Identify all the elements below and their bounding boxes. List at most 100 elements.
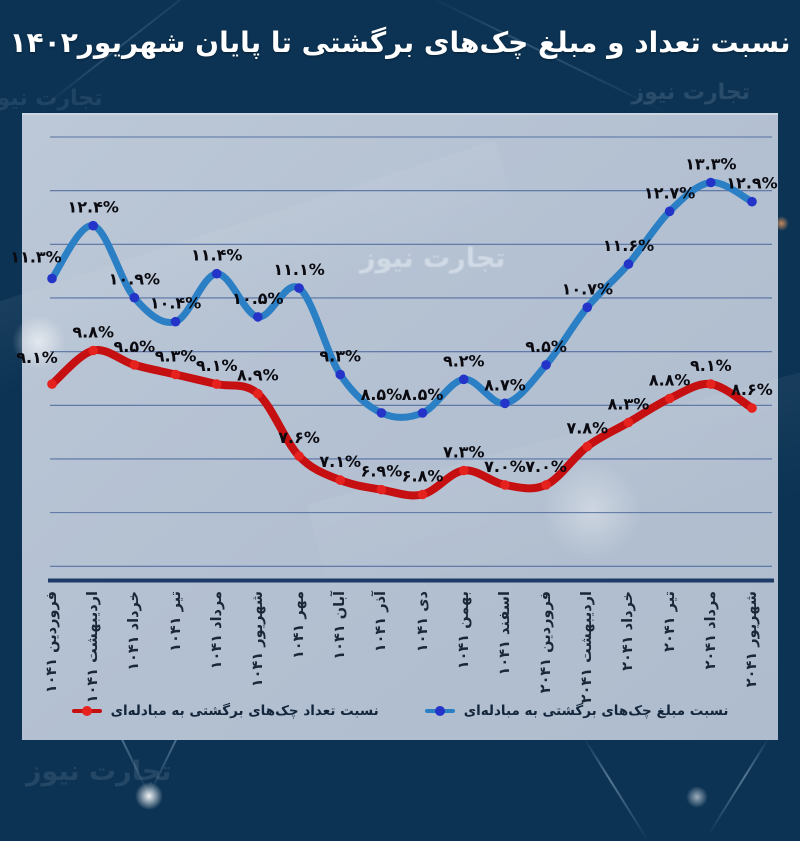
count-data-label: ۹.۸% (72, 323, 114, 342)
amount-data-label: ۱۰.۹% (109, 270, 160, 289)
count-data-label: ۸.۳% (608, 395, 650, 414)
amount-data-point (582, 302, 593, 313)
count-data-label: ۷.۰% (484, 457, 526, 476)
line-chart: ۱۱.۳%۱۲.۴%۱۰.۹%۱۰.۴%۱۱.۴%۱۰.۵%۱۱.۱%۹.۳%۸… (10, 136, 778, 583)
count-data-label: ۶.۸% (402, 467, 444, 486)
count-data-point (664, 393, 675, 404)
chart-panel: تجارت نیوز ۱۱.۳% ۱۲.۴% ۱۰.۹% ۱۰.۴% ۱۱.۴% ۱۰.۵… (0, 113, 800, 740)
count-data-label: ۸.۶% (731, 380, 773, 399)
count-data-point (541, 480, 551, 490)
count-data-point (500, 480, 510, 490)
count-data-point (170, 369, 181, 380)
count-data-label: ۸.۹% (237, 366, 279, 385)
amount-data-point (541, 360, 551, 370)
x-axis-label: دی ۱۴۰۱ (414, 591, 431, 653)
x-axis-label: اردیبهشت ۱۴۰۱ (85, 591, 102, 704)
amount-data-point (253, 312, 263, 322)
amount-data-point (170, 316, 181, 327)
network-node-glow (135, 782, 163, 810)
x-axis-label: فروردین ۱۴۰۲ (538, 591, 555, 694)
x-axis-label: شهریور ۱۴۰۱ (249, 591, 266, 688)
amount-data-point (664, 206, 675, 217)
legend: نسبت تعداد چک‌های برگشتی به مبادله‌ای نس… (22, 703, 778, 719)
amount-data-label: ۱۳.۳% (685, 155, 736, 174)
amount-data-label: ۱۱.۳% (10, 248, 61, 267)
count-data-point (458, 465, 469, 476)
count-series-legend-dot (81, 706, 92, 716)
amount-data-point (211, 268, 222, 279)
count-data-point (417, 489, 428, 500)
x-axis-label: مهر ۱۴۰۱ (291, 591, 308, 660)
amount-data-label: ۱۱.۶% (603, 236, 654, 255)
amount-series-legend-dot (434, 706, 445, 716)
watermark: تجارت نیوز (631, 80, 750, 105)
count-data-label: ۷.۳% (443, 443, 485, 462)
count-data-label: ۷.۶% (278, 428, 320, 447)
count-data-label: ۹.۵% (114, 337, 156, 356)
count-data-label: ۶.۹% (361, 462, 403, 481)
count-data-point (129, 360, 140, 370)
amount-data-point (376, 408, 387, 418)
amount-data-point (47, 273, 57, 284)
amount-data-point (747, 196, 757, 207)
background-network-line (707, 736, 770, 836)
x-axis-label: خرداد ۱۴۰۱ (126, 591, 143, 671)
network-node-glow (686, 786, 708, 808)
amount-data-label: ۱۰.۷% (562, 279, 613, 298)
amount-data-label: ۱۲.۴% (67, 198, 118, 217)
count-series-legend-marker (71, 706, 102, 716)
x-axis-label: تیر ۱۴۰۲ (661, 591, 678, 652)
amount-data-label: ۹.۵% (525, 337, 567, 356)
x-axis-label: اردیبهشت ۱۴۰۲ (579, 591, 596, 704)
watermark: تجارت نیوز (26, 756, 172, 787)
count-data-label: ۹.۱% (16, 348, 58, 367)
count-data-point (88, 345, 98, 356)
amount-data-label: ۱۰.۴% (150, 294, 201, 313)
amount-data-point (706, 177, 716, 188)
count-data-point (376, 484, 387, 495)
x-axis-label: مرداد ۱۴۰۲ (702, 591, 719, 670)
x-axis-label: تیر ۱۴۰۱ (167, 591, 184, 652)
amount-data-point (335, 369, 346, 380)
count-data-label: ۷.۱% (319, 452, 361, 471)
background-network-line (583, 738, 649, 841)
amount-data-label: ۱۲.۷% (644, 183, 695, 202)
count-data-label: ۹.۳% (155, 347, 197, 366)
count-data-point (706, 379, 716, 389)
count-data-label: ۹.۱% (690, 356, 732, 375)
amount-data-point (500, 398, 510, 409)
count-data-point (747, 403, 757, 413)
amount-data-label: ۱۰.۵% (232, 289, 283, 308)
amount-data-point (458, 374, 469, 385)
x-axis-label: اسفند ۱۴۰۱ (496, 591, 513, 676)
x-axis-label: مرداد ۱۴۰۱ (208, 591, 225, 670)
count-data-label: ۷.۸% (566, 419, 608, 438)
x-axis-label: فروردین ۱۴۰۱ (44, 591, 60, 694)
amount-data-label: ۱۱.۱% (273, 260, 324, 279)
amount-data-label: ۸.۵% (402, 385, 444, 404)
x-axis-label: خرداد ۱۴۰۲ (620, 591, 637, 671)
amount-data-label: ۱۲.۹% (726, 174, 777, 193)
amount-data-point (294, 283, 304, 293)
count-data-point (623, 417, 634, 428)
legend-item-amount: نسبت مبلغ چک‌های برگشتی به مبادله‌ای (424, 703, 728, 719)
x-axis-label: شهریور ۱۴۰۲ (743, 591, 760, 688)
x-axis-label: بهمن ۱۴۰۱ (455, 591, 472, 670)
count-data-point (335, 475, 346, 485)
count-data-point (47, 379, 57, 389)
chart-title: نسبت تعداد و مبلغ چک‌های برگشتی تا پایان… (9, 26, 791, 59)
amount-data-point (88, 220, 98, 231)
legend-item-count: نسبت تعداد چک‌های برگشتی به مبادله‌ای (71, 703, 379, 719)
count-data-point (253, 388, 263, 399)
x-axis-label: آذر ۱۴۰۱ (373, 591, 390, 653)
count-data-label: ۹.۱% (196, 356, 238, 375)
count-data-point (294, 451, 304, 461)
amount-data-point (623, 259, 634, 269)
count-data-point (582, 441, 593, 452)
x-axis-label: آبان ۱۴۰۱ (332, 591, 349, 660)
count-data-label: ۷.۰% (525, 457, 567, 476)
amount-data-label: ۸.۵% (361, 385, 403, 404)
amount-series-legend-marker (424, 706, 455, 716)
amount-data-label: ۹.۳% (319, 347, 361, 366)
